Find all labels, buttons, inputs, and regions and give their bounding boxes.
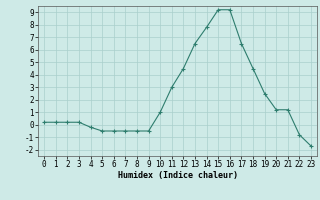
- X-axis label: Humidex (Indice chaleur): Humidex (Indice chaleur): [118, 171, 238, 180]
